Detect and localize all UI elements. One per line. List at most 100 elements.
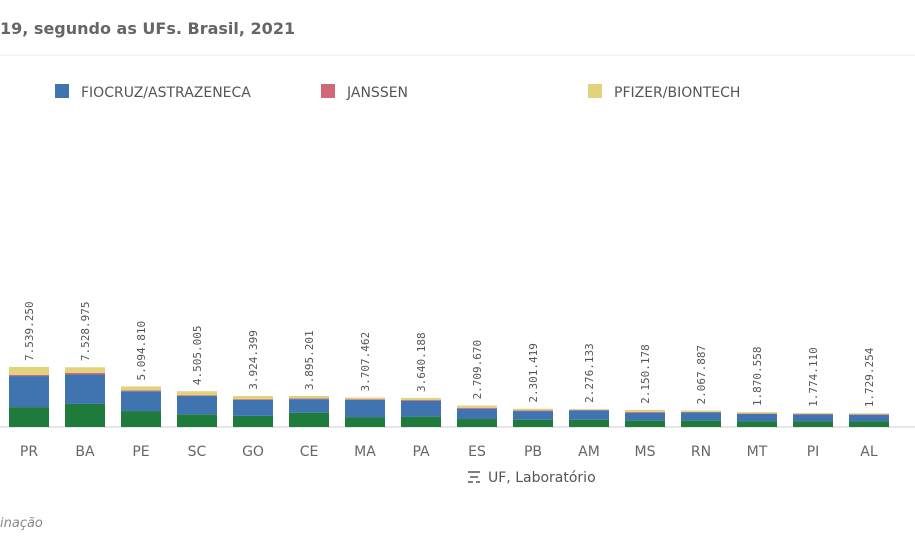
bar-segment xyxy=(737,412,777,413)
bar-segment xyxy=(569,420,609,427)
bar-segment xyxy=(233,399,273,400)
bar-segment xyxy=(457,408,497,409)
x-tick-label: PE xyxy=(132,444,149,460)
bar-segment xyxy=(177,391,217,395)
x-tick-label: RN xyxy=(691,444,711,460)
total-label: 3.924.399 xyxy=(247,330,260,390)
bar-segment xyxy=(401,417,441,427)
bar-segment xyxy=(793,421,833,427)
bar-segment xyxy=(457,409,497,419)
bar-segment xyxy=(345,399,385,400)
bar-segment xyxy=(121,386,161,390)
x-tick-label: PI xyxy=(807,444,820,460)
bar-segment xyxy=(737,421,777,427)
bar-segment xyxy=(65,367,105,373)
x-tick-label: MS xyxy=(635,444,656,460)
bar-segment xyxy=(121,390,161,391)
bar-segment xyxy=(625,412,665,413)
bar-segment xyxy=(849,413,889,414)
x-tick-label: SC xyxy=(188,444,207,460)
bar-segment xyxy=(401,400,441,401)
bar-segment xyxy=(681,421,721,427)
axis-icon xyxy=(468,472,480,482)
bar-segment xyxy=(345,398,385,400)
bar-segment xyxy=(121,391,161,411)
total-label: 2.067.887 xyxy=(695,345,708,405)
bar-segment xyxy=(9,367,49,375)
bar-segment xyxy=(177,396,217,414)
total-label: 4.505.005 xyxy=(191,326,204,386)
total-label: 3.895.201 xyxy=(303,330,316,390)
bar-segment xyxy=(513,409,553,411)
x-tick-label: MA xyxy=(354,444,376,460)
x-tick-label: AL xyxy=(860,444,878,460)
bar-segment xyxy=(9,376,49,407)
bar-segment xyxy=(233,396,273,399)
bar-segment xyxy=(289,396,329,398)
bar-segment xyxy=(849,415,889,422)
bar-segment xyxy=(345,400,385,418)
bar-segment xyxy=(233,416,273,427)
bar-segment xyxy=(625,421,665,427)
bar-segment xyxy=(289,399,329,413)
legend-swatch xyxy=(588,84,602,98)
legend-swatch xyxy=(321,84,335,98)
bar-segment xyxy=(457,406,497,408)
legend-swatch xyxy=(55,84,69,98)
bar-segment xyxy=(65,373,105,375)
bar-segment xyxy=(345,417,385,427)
bar-segment xyxy=(793,413,833,414)
bar-segment xyxy=(289,413,329,427)
total-label: 3.640.188 xyxy=(415,332,428,392)
bar-segment xyxy=(849,421,889,427)
legend-label: FIOCRUZ/ASTRAZENECA xyxy=(81,85,251,101)
bar-segment xyxy=(513,420,553,427)
legend-label: PFIZER/BIONTECH xyxy=(614,85,740,101)
total-label: 5.094.810 xyxy=(135,321,148,381)
bar-segment xyxy=(737,414,777,422)
x-tick-label: PB xyxy=(524,444,542,460)
bar-segment xyxy=(177,395,217,396)
total-label: 3.707.462 xyxy=(359,332,372,392)
bar-segment xyxy=(289,398,329,399)
bar-segment xyxy=(793,414,833,421)
x-axis-label: UF, Laboratório xyxy=(488,470,596,486)
x-axis-title: UF, Laboratório xyxy=(468,470,596,486)
total-label: 7.539.250 xyxy=(23,301,36,361)
bar-segment xyxy=(569,410,609,420)
bar-segment xyxy=(65,374,105,403)
bar-segment xyxy=(401,398,441,400)
x-tick-label: PR xyxy=(20,444,38,460)
total-label: 1.729.254 xyxy=(863,347,876,407)
total-label: 1.774.110 xyxy=(807,347,820,407)
bar-segment xyxy=(625,410,665,412)
total-label: 2.709.670 xyxy=(471,340,484,400)
total-label: 2.150.178 xyxy=(639,344,652,404)
bar-segment xyxy=(569,409,609,410)
bar-segment xyxy=(513,410,553,411)
x-tick-label: BA xyxy=(75,444,95,460)
total-label: 1.870.558 xyxy=(751,347,764,407)
total-label: 2.276.133 xyxy=(583,343,596,403)
total-label: 2.301.419 xyxy=(527,343,540,403)
legend-label: JANSSEN xyxy=(346,85,408,101)
x-tick-label: GO xyxy=(242,444,264,460)
footer: inação xyxy=(0,516,43,531)
bar-segment xyxy=(681,412,721,420)
bar-segment xyxy=(457,419,497,427)
x-tick-label: PA xyxy=(412,444,430,460)
x-tick-label: AM xyxy=(578,444,600,460)
bar-segment xyxy=(177,414,217,427)
bar-segment xyxy=(9,375,49,376)
bar-segment xyxy=(681,411,721,412)
bar-segment xyxy=(233,400,273,416)
bar-segment xyxy=(65,404,105,427)
total-label: 7.528.975 xyxy=(79,301,92,361)
x-tick-label: CE xyxy=(300,444,319,460)
chart-title: 19, segundo as UFs. Brasil, 2021 xyxy=(0,19,295,38)
bar-segment xyxy=(121,411,161,427)
bar-segment xyxy=(513,411,553,420)
bar-segment xyxy=(401,401,441,417)
bar-segment xyxy=(9,407,49,427)
